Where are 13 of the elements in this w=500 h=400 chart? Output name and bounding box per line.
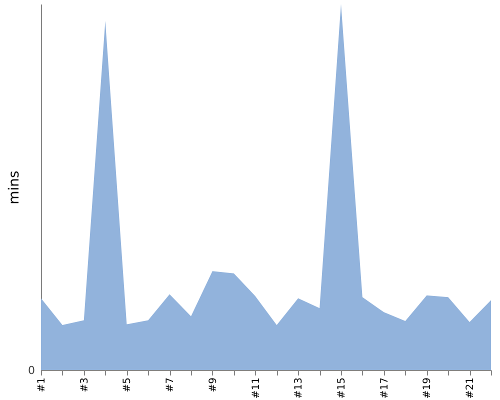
x-tick-label: #7 — [165, 378, 176, 392]
x-tick-label: #15 — [336, 378, 348, 399]
x-tick-label: #21 — [465, 378, 476, 399]
x-tick-label: #3 — [79, 378, 90, 392]
x-tick-label: #1 — [36, 378, 48, 392]
x-tick-label: #11 — [250, 378, 262, 399]
x-tick-label: #19 — [422, 378, 434, 399]
x-tick-label: #13 — [294, 378, 305, 399]
x-tick-label: #9 — [208, 378, 219, 392]
x-tick-label: #5 — [122, 378, 134, 392]
x-tick-label: #17 — [379, 378, 390, 399]
y-axis-title: mins — [6, 170, 22, 204]
text: 0 — [28, 364, 35, 377]
